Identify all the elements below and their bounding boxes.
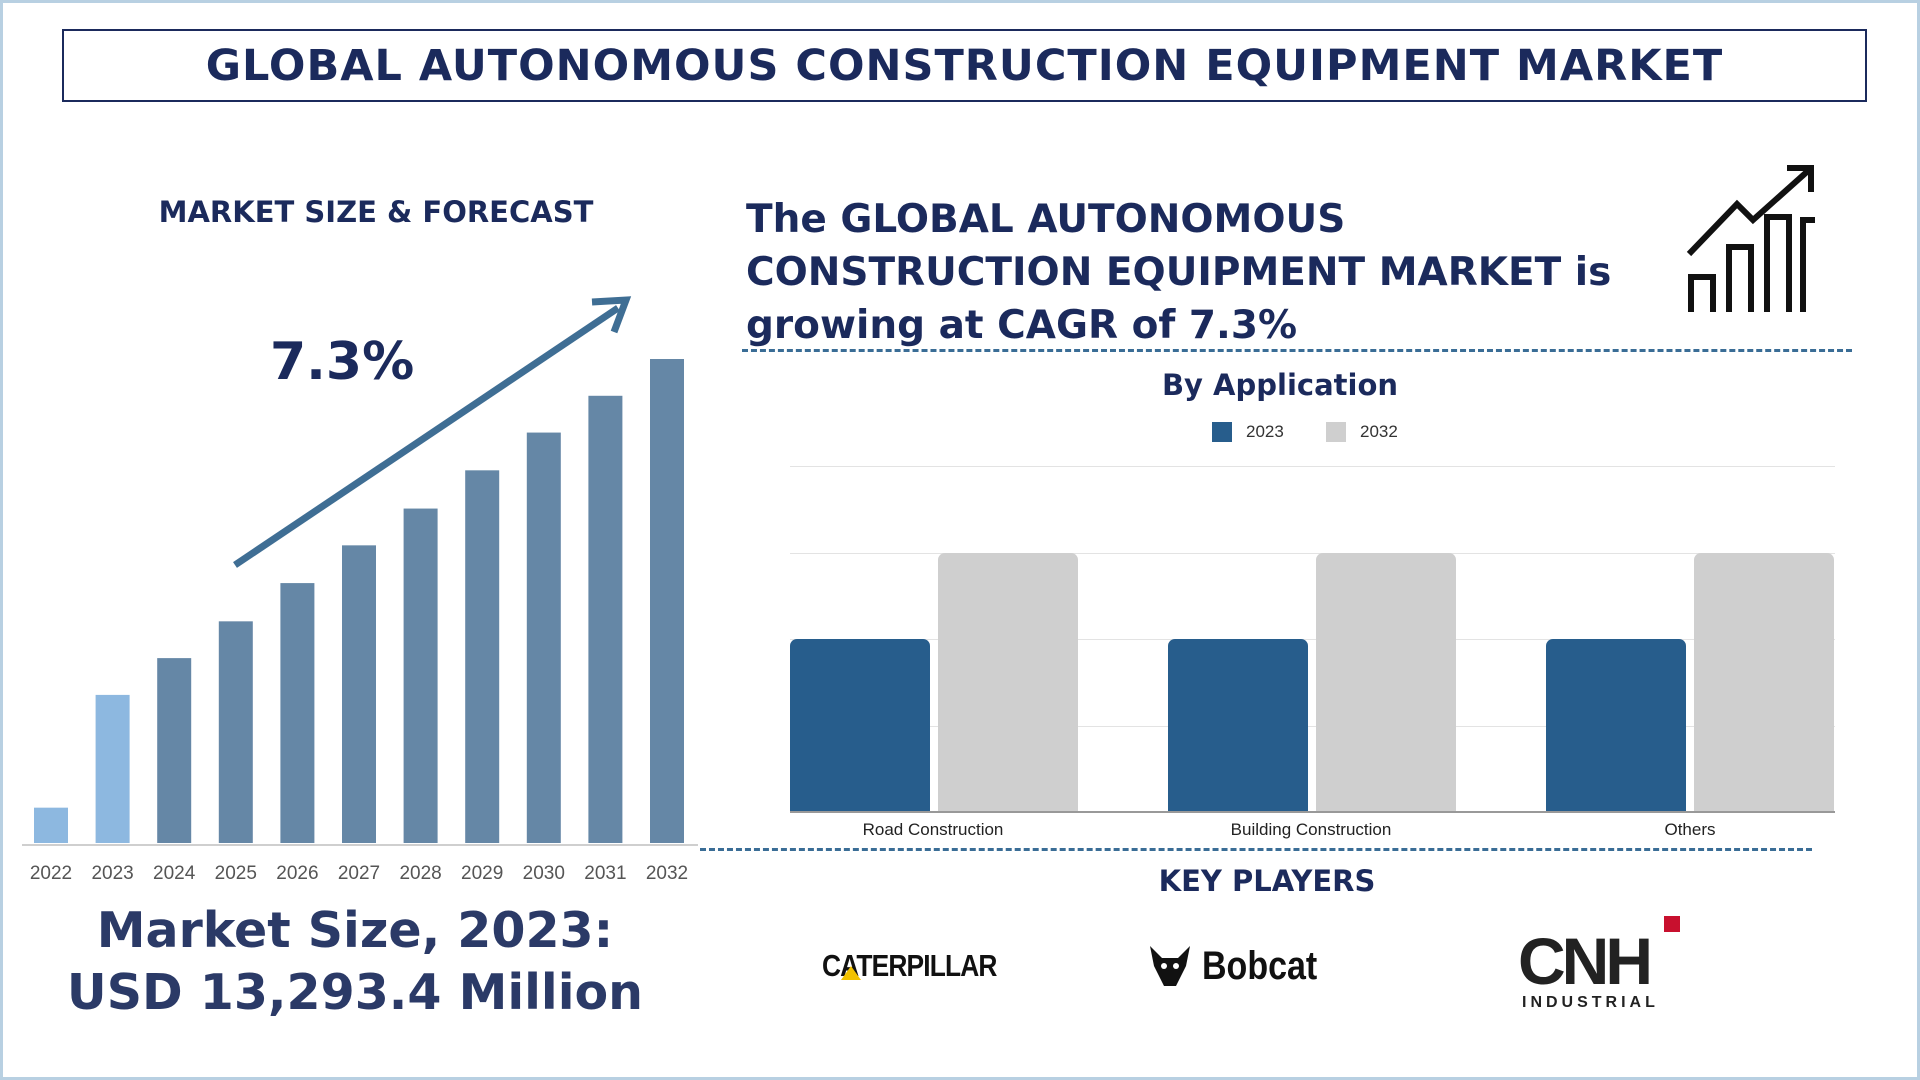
caterpillar-triangle-icon bbox=[841, 966, 861, 980]
bar-2032 bbox=[1694, 552, 1834, 812]
bar-2022 bbox=[34, 807, 68, 843]
key-players-title: KEY PLAYERS bbox=[1158, 864, 1376, 898]
year-label: 2031 bbox=[584, 863, 627, 884]
cnh-industrial-logo: CNH INDUSTRIAL bbox=[1518, 916, 1688, 1020]
category-label: Building Construction bbox=[1230, 820, 1392, 839]
year-label: 2029 bbox=[461, 863, 504, 884]
market-size-label: Market Size, 2023: bbox=[96, 902, 614, 959]
bar-2023 bbox=[95, 694, 130, 843]
trend-arrow-icon bbox=[233, 296, 632, 568]
year-label: 2025 bbox=[214, 863, 257, 884]
divider bbox=[742, 349, 1852, 352]
year-label: 2027 bbox=[337, 863, 381, 884]
bar-2026 bbox=[280, 583, 315, 843]
page-title: GLOBAL AUTONOMOUS CONSTRUCTION EQUIPMENT… bbox=[205, 40, 1724, 91]
gridline bbox=[790, 552, 1835, 554]
forecast-chart bbox=[22, 296, 698, 846]
headline-line: growing at CAGR of 7.3% bbox=[746, 303, 1298, 348]
legend-swatch-2023 bbox=[1212, 422, 1232, 442]
legend-label-2032: 2032 bbox=[1360, 422, 1398, 441]
year-label: 2024 bbox=[153, 863, 196, 884]
bobcat-logo: Bobcat bbox=[1202, 944, 1318, 988]
bar-2028 bbox=[403, 508, 438, 843]
bar-2032 bbox=[650, 359, 684, 843]
title-banner: GLOBAL AUTONOMOUS CONSTRUCTION EQUIPMENT… bbox=[62, 29, 1867, 102]
bar-2024 bbox=[157, 658, 192, 843]
cagr-label: 7.3% bbox=[270, 332, 415, 392]
x-axis-line bbox=[790, 811, 1835, 813]
bar-2025 bbox=[218, 621, 253, 843]
headline: The GLOBAL AUTONOMOUS CONSTRUCTION EQUIP… bbox=[746, 193, 1611, 352]
divider bbox=[700, 848, 1812, 851]
bar-2029 bbox=[465, 470, 500, 843]
legend-swatch-2032 bbox=[1326, 422, 1346, 442]
year-label: 2032 bbox=[645, 863, 689, 884]
category-label: Others bbox=[1664, 820, 1716, 839]
gridline bbox=[790, 466, 1835, 467]
application-chart-title: By Application bbox=[1161, 368, 1399, 402]
headline-line: CONSTRUCTION EQUIPMENT MARKET is bbox=[746, 250, 1612, 295]
gridline bbox=[790, 725, 1835, 727]
bar-2023 bbox=[790, 639, 930, 812]
bar-2023 bbox=[1168, 639, 1308, 812]
legend-label-2023: 2023 bbox=[1246, 422, 1284, 441]
market-size-section-title: MARKET SIZE & FORECAST bbox=[158, 195, 594, 229]
bar-2027 bbox=[342, 545, 376, 843]
growth-chart-icon bbox=[1686, 165, 1815, 312]
market-size-value: USD 13,293.4 Million bbox=[66, 964, 644, 1021]
year-label: 2028 bbox=[399, 863, 442, 884]
gridline bbox=[790, 639, 1835, 640]
year-label: 2030 bbox=[522, 863, 565, 884]
headline-line: The GLOBAL AUTONOMOUS bbox=[746, 197, 1346, 242]
bobcat-head-icon bbox=[1150, 946, 1190, 986]
year-label: 2026 bbox=[276, 863, 319, 884]
year-label: 2022 bbox=[29, 863, 73, 884]
category-label: Road Construction bbox=[862, 820, 1004, 839]
bar-2030 bbox=[526, 432, 561, 843]
bar-2032 bbox=[938, 552, 1078, 812]
bar-2031 bbox=[588, 395, 623, 843]
cnh-red-square bbox=[1664, 916, 1680, 932]
bar-2032 bbox=[1316, 552, 1456, 812]
bar-2023 bbox=[1546, 639, 1686, 812]
year-label: 2023 bbox=[91, 863, 134, 884]
